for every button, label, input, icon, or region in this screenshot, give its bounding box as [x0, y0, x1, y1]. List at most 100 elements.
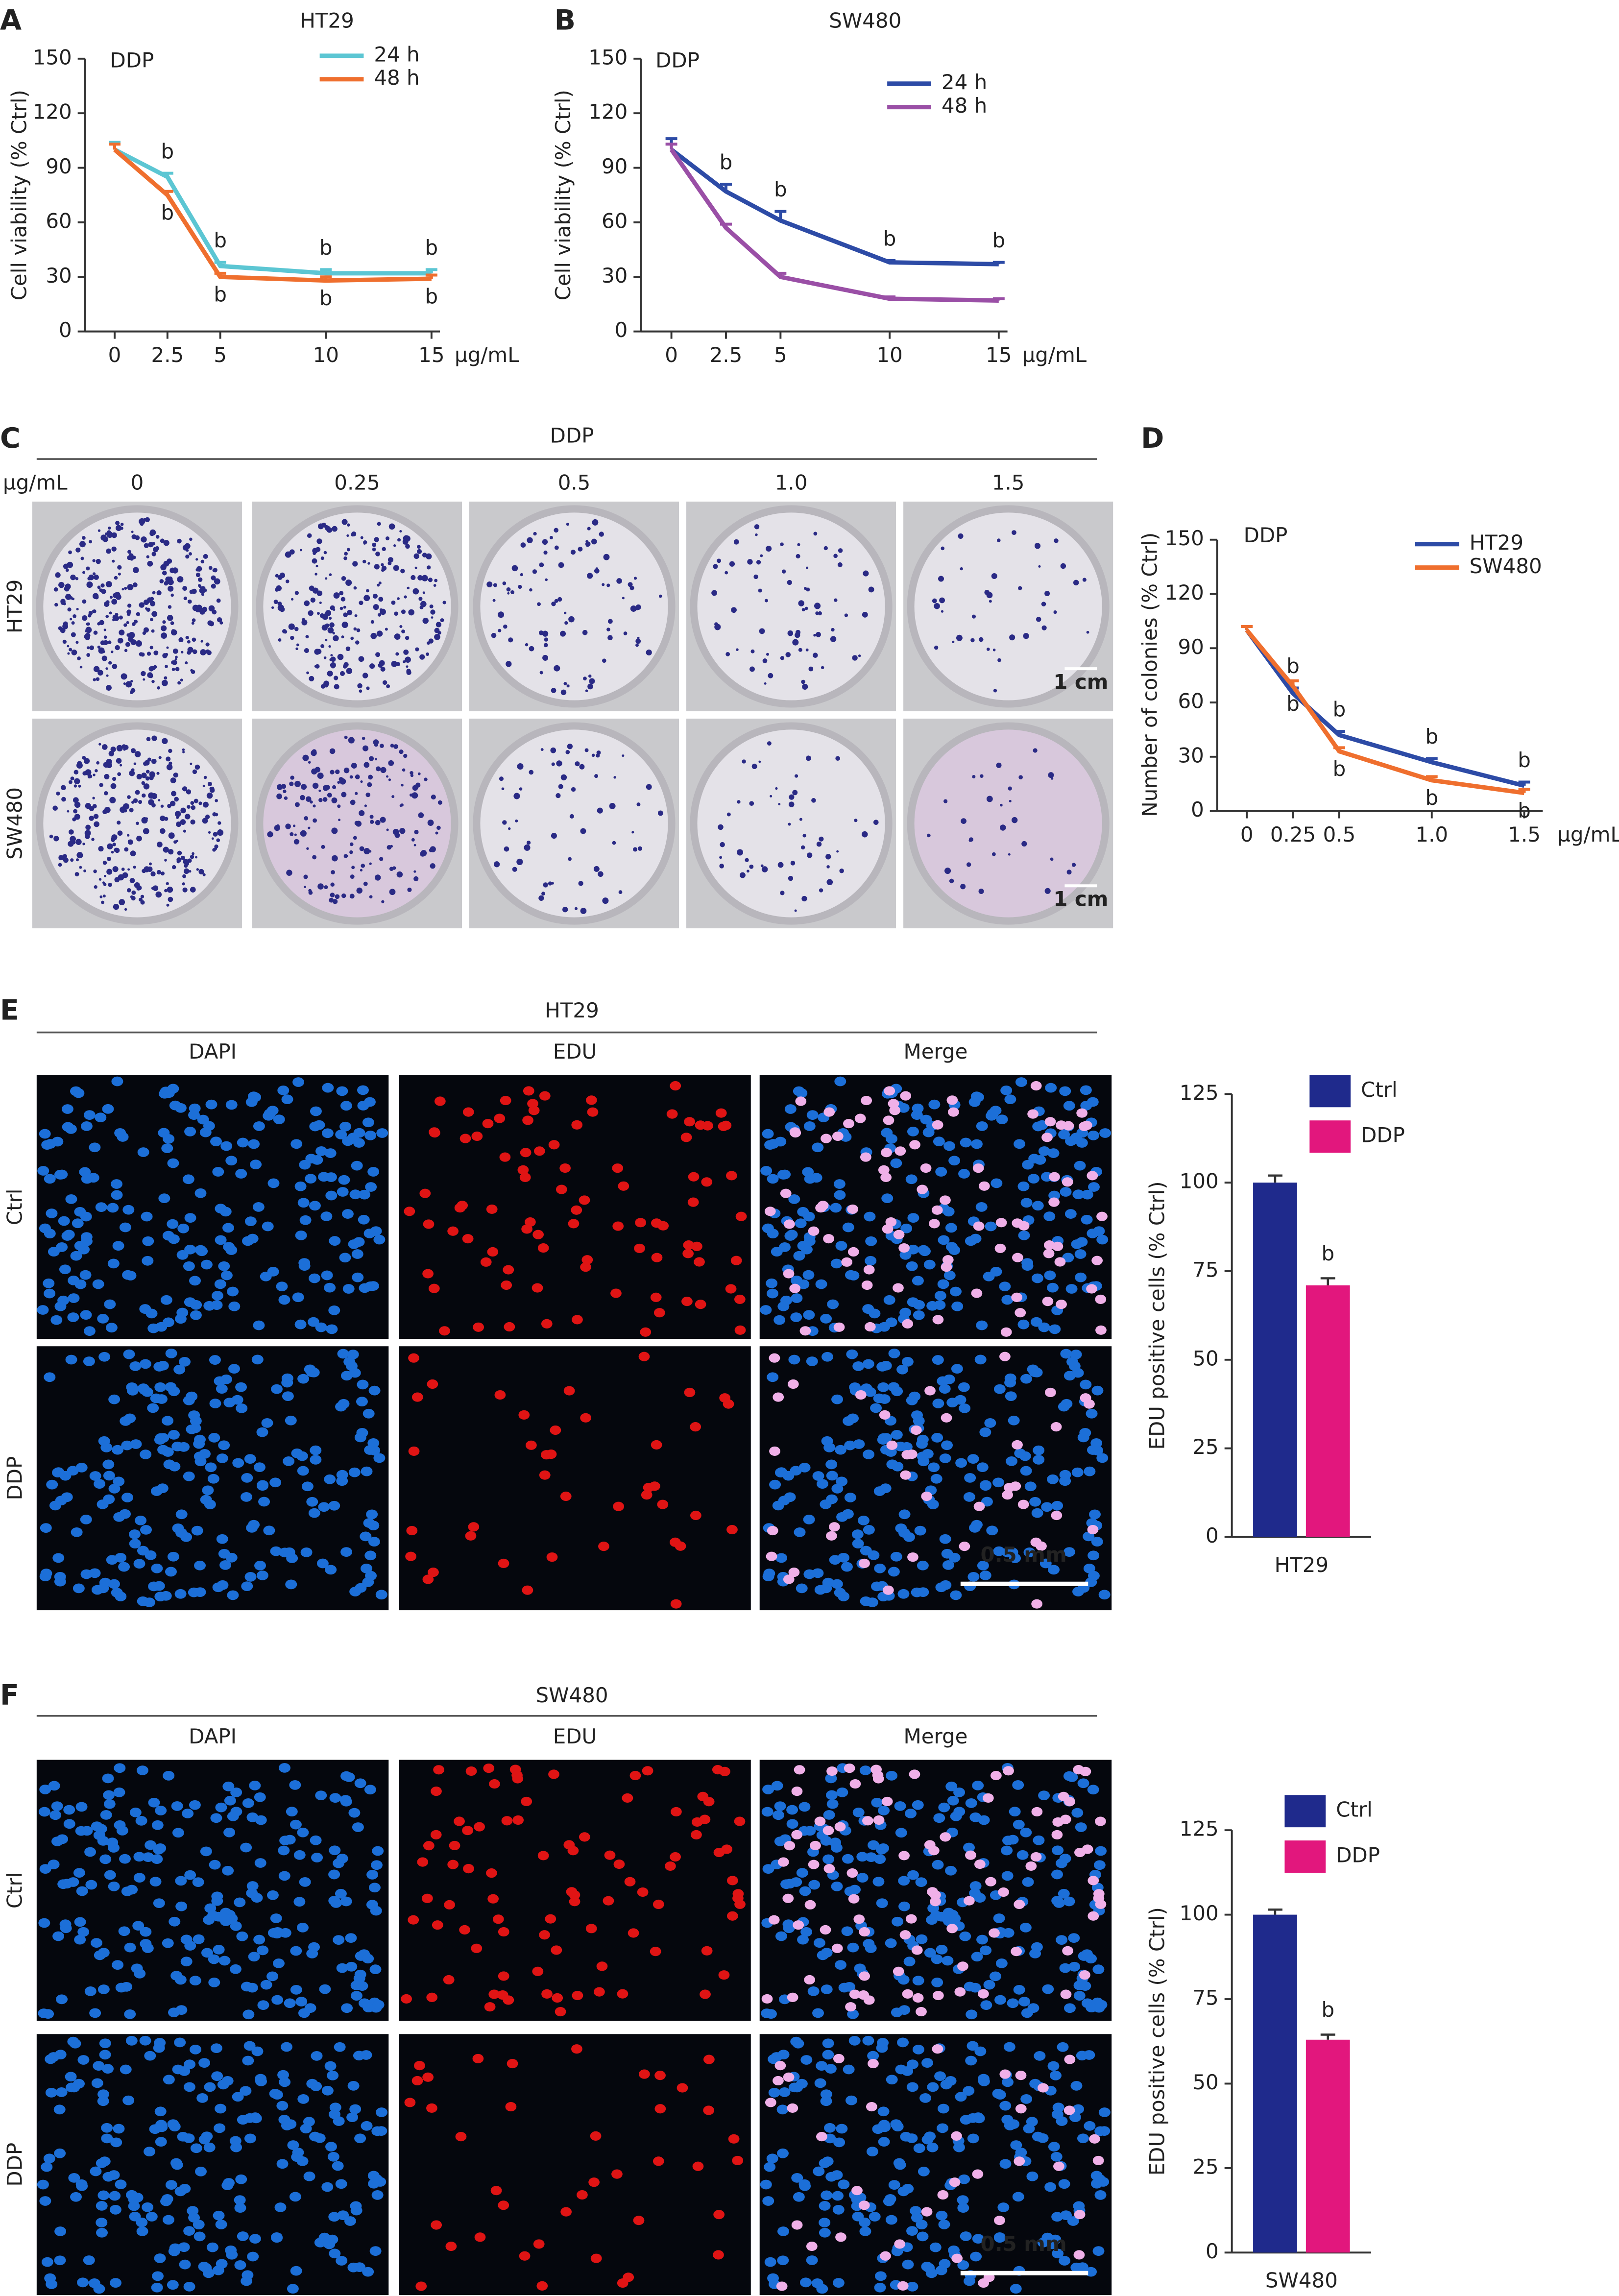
panel-letter: F — [0, 1679, 19, 1711]
nucleus — [871, 1797, 883, 1808]
colony — [294, 802, 300, 807]
nucleus — [66, 2082, 77, 2093]
colony — [102, 744, 108, 750]
colony — [612, 841, 616, 845]
colony — [308, 826, 311, 829]
nucleus — [898, 1509, 911, 1520]
colony — [143, 761, 147, 766]
nucleus — [182, 1174, 194, 1184]
nucleus — [375, 2107, 387, 2117]
nucleus — [948, 1245, 961, 1255]
colony — [104, 773, 110, 780]
nucleus — [881, 1193, 894, 1204]
nucleus — [926, 1915, 938, 1925]
edu-nucleus — [487, 1894, 499, 1904]
colony — [126, 621, 129, 624]
nucleus — [1087, 1097, 1099, 1107]
nucleus — [362, 1117, 374, 1128]
edu-nucleus — [474, 1822, 485, 1832]
nucleus — [930, 1474, 942, 1484]
colony — [570, 550, 576, 555]
nucleus — [162, 1416, 174, 1426]
colony — [123, 682, 126, 685]
colony — [370, 820, 374, 824]
nucleus — [1041, 2232, 1054, 2243]
nucleus — [80, 1310, 92, 1320]
nucleus — [91, 2078, 103, 2088]
nucleus — [309, 2131, 321, 2142]
edu-nucleus — [959, 1542, 970, 1551]
colony — [153, 650, 159, 655]
colony — [560, 774, 567, 781]
edu-nucleus — [902, 1989, 914, 1999]
nucleus — [242, 2055, 254, 2066]
edu-nucleus — [718, 1970, 730, 1980]
colony — [112, 776, 117, 781]
nucleus — [128, 1529, 141, 1539]
nucleus — [65, 1354, 77, 1365]
nucleus — [863, 1450, 875, 1459]
nucleus — [246, 1888, 258, 1898]
colony — [172, 660, 177, 665]
nucleus — [913, 1310, 925, 1320]
nucleus — [364, 1550, 377, 1561]
nucleus — [788, 1194, 800, 1204]
colony — [69, 648, 72, 652]
colony — [143, 783, 150, 790]
colony — [276, 793, 282, 799]
edu-nucleus — [486, 1204, 498, 1214]
nucleus — [976, 1320, 988, 1330]
edu-nucleus — [465, 1531, 477, 1541]
edu-nucleus — [1030, 1852, 1042, 1862]
colony — [391, 660, 398, 667]
nucleus — [911, 2213, 923, 2223]
colony — [582, 629, 588, 635]
colony — [215, 799, 218, 802]
edu-nucleus — [546, 1552, 558, 1562]
nucleus — [1009, 1553, 1021, 1563]
colony — [835, 756, 840, 761]
nucleus — [1056, 1935, 1068, 1945]
nucleus — [150, 1486, 163, 1496]
edu-nucleus — [539, 1091, 551, 1101]
colony — [309, 585, 314, 591]
colony — [597, 807, 603, 814]
nucleus — [933, 1813, 945, 1823]
edu-nucleus — [521, 1224, 532, 1234]
edu-nucleus — [468, 1522, 480, 1532]
nucleus — [1021, 1258, 1034, 1268]
colony — [135, 535, 140, 540]
nucleus — [963, 2086, 975, 2096]
nucleus — [926, 2142, 939, 2152]
nucleus — [994, 2090, 1006, 2100]
colony — [170, 621, 174, 626]
colony — [566, 684, 570, 688]
colony — [313, 804, 316, 808]
nucleus — [197, 1114, 209, 1125]
colony — [789, 794, 795, 800]
nucleus — [129, 1807, 142, 1817]
colony — [99, 783, 103, 787]
edu-nucleus — [642, 1766, 653, 1776]
nucleus — [358, 1189, 370, 1200]
nucleus — [793, 1251, 805, 1261]
colony — [755, 533, 758, 536]
colony — [499, 776, 504, 781]
nucleus — [826, 1471, 838, 1481]
colony — [418, 812, 424, 818]
colony — [147, 560, 153, 567]
nucleus — [361, 1466, 373, 1476]
scale-label: 0.5 mm — [980, 1543, 1066, 1567]
nucleus — [992, 1477, 1004, 1488]
nucleus — [955, 1458, 967, 1468]
colony — [997, 658, 1001, 662]
nucleus — [119, 1509, 131, 1519]
nucleus — [1012, 1780, 1024, 1790]
edu-nucleus — [545, 1914, 556, 1924]
colony — [65, 583, 71, 590]
colony — [356, 774, 360, 778]
edu-nucleus — [898, 1243, 910, 1253]
nucleus — [243, 2041, 256, 2051]
nucleus — [985, 1221, 997, 1232]
colony — [760, 864, 764, 868]
